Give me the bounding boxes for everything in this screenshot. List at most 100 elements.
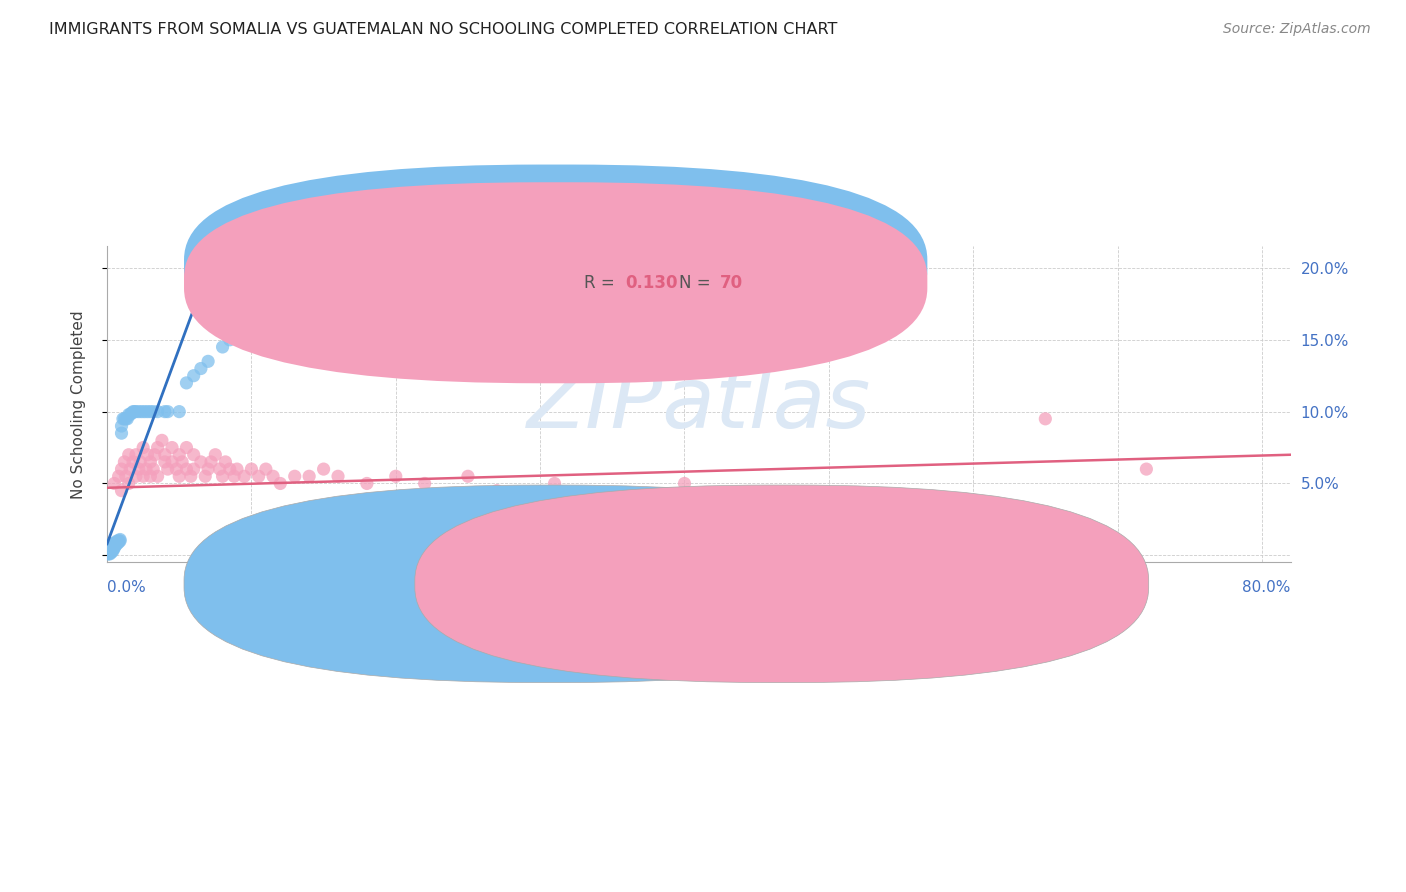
FancyBboxPatch shape — [184, 182, 928, 384]
Point — [100, 537, 122, 551]
Point — [214, 455, 236, 469]
Point — [176, 441, 198, 455]
Point — [107, 469, 129, 483]
Point — [673, 476, 696, 491]
Point — [143, 448, 166, 462]
Text: 74: 74 — [720, 256, 744, 274]
Point — [254, 462, 277, 476]
Point — [101, 544, 124, 558]
Point — [176, 462, 198, 476]
Point — [101, 542, 124, 557]
Point — [413, 476, 436, 491]
Point — [105, 535, 128, 549]
Point — [247, 469, 270, 483]
Text: 0.0%: 0.0% — [107, 580, 146, 595]
Point — [125, 469, 148, 483]
Point — [111, 412, 134, 426]
Point — [125, 404, 148, 418]
Point — [108, 533, 131, 547]
Point — [107, 533, 129, 548]
Point — [117, 412, 139, 426]
Point — [1135, 462, 1157, 476]
Point — [97, 545, 120, 559]
Point — [139, 455, 162, 469]
Point — [110, 419, 132, 434]
Point — [103, 537, 125, 551]
Point — [543, 476, 565, 491]
Point — [240, 297, 263, 311]
Point — [165, 462, 187, 476]
Point — [142, 462, 165, 476]
Point — [97, 542, 120, 557]
Point — [112, 412, 135, 426]
Point — [183, 368, 205, 383]
Point — [104, 535, 127, 549]
Point — [101, 538, 124, 552]
Point — [150, 434, 173, 448]
Text: 0.130: 0.130 — [626, 274, 678, 292]
Point — [121, 406, 143, 420]
Point — [180, 469, 202, 483]
Point — [183, 462, 205, 476]
Point — [160, 455, 183, 469]
Point — [97, 540, 120, 554]
Point — [105, 537, 128, 551]
Text: Source: ZipAtlas.com: Source: ZipAtlas.com — [1223, 22, 1371, 37]
Text: R =: R = — [583, 274, 620, 292]
Point — [118, 408, 141, 422]
Point — [101, 540, 124, 554]
Point — [183, 448, 205, 462]
Point — [457, 469, 479, 483]
Point — [167, 404, 190, 418]
Point — [112, 455, 135, 469]
Point — [224, 469, 246, 483]
Point — [97, 547, 120, 561]
Point — [139, 469, 162, 483]
Text: N =: N = — [679, 274, 716, 292]
Point — [156, 404, 179, 418]
Point — [139, 404, 162, 418]
Point — [97, 544, 120, 558]
Point — [167, 448, 190, 462]
Point — [284, 469, 307, 483]
Point — [197, 462, 219, 476]
Text: Guatemalans: Guatemalans — [800, 576, 903, 591]
Point — [120, 462, 142, 476]
Point — [146, 441, 169, 455]
Point — [98, 538, 121, 552]
Point — [128, 404, 150, 418]
Point — [384, 469, 406, 483]
Point — [142, 404, 165, 418]
Point — [600, 491, 623, 505]
FancyBboxPatch shape — [184, 485, 918, 682]
Point — [194, 469, 217, 483]
Point — [98, 544, 121, 558]
Point — [103, 540, 125, 554]
Point — [190, 361, 212, 376]
Point — [98, 540, 121, 554]
Point — [118, 448, 141, 462]
Point — [136, 404, 159, 418]
Point — [240, 462, 263, 476]
Point — [98, 541, 121, 555]
Point — [298, 469, 321, 483]
Point — [136, 448, 159, 462]
Point — [218, 462, 240, 476]
Point — [134, 404, 156, 418]
Point — [100, 540, 122, 554]
Point — [101, 541, 124, 555]
Text: 80.0%: 80.0% — [1243, 580, 1291, 595]
Point — [226, 462, 249, 476]
Point — [312, 462, 335, 476]
Point — [172, 455, 194, 469]
Point — [356, 476, 378, 491]
Point — [115, 412, 138, 426]
Point — [124, 404, 146, 418]
Point — [131, 404, 153, 418]
Text: 70: 70 — [720, 274, 744, 292]
Point — [97, 542, 120, 557]
Point — [146, 404, 169, 418]
Point — [132, 441, 155, 455]
Point — [211, 469, 233, 483]
Point — [97, 544, 120, 558]
